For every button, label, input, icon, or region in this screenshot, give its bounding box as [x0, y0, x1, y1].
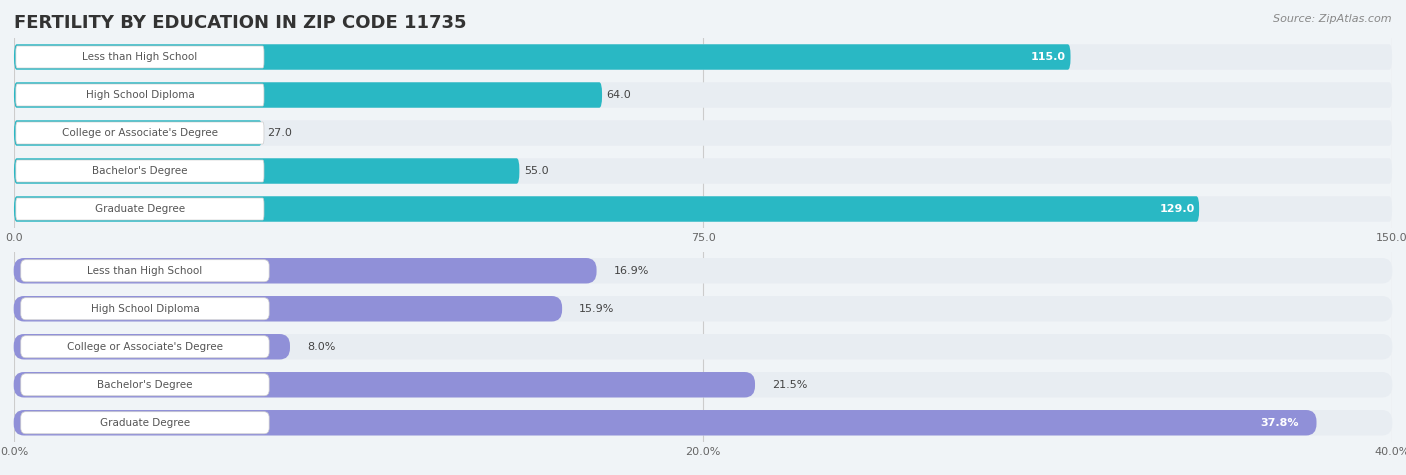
FancyBboxPatch shape: [14, 158, 519, 184]
Text: Graduate Degree: Graduate Degree: [100, 418, 190, 428]
Text: 129.0: 129.0: [1159, 204, 1195, 214]
FancyBboxPatch shape: [14, 44, 1392, 70]
FancyBboxPatch shape: [21, 336, 269, 358]
FancyBboxPatch shape: [14, 258, 596, 284]
FancyBboxPatch shape: [14, 82, 602, 108]
Text: 8.0%: 8.0%: [307, 342, 335, 352]
FancyBboxPatch shape: [14, 372, 755, 398]
Text: 64.0: 64.0: [606, 90, 631, 100]
FancyBboxPatch shape: [14, 196, 1392, 222]
FancyBboxPatch shape: [15, 122, 264, 144]
FancyBboxPatch shape: [21, 412, 269, 434]
FancyBboxPatch shape: [14, 410, 1392, 436]
FancyBboxPatch shape: [14, 296, 1392, 322]
Text: High School Diploma: High School Diploma: [90, 304, 200, 314]
FancyBboxPatch shape: [21, 260, 269, 282]
FancyBboxPatch shape: [21, 374, 269, 396]
FancyBboxPatch shape: [14, 44, 1070, 70]
Text: College or Associate's Degree: College or Associate's Degree: [62, 128, 218, 138]
FancyBboxPatch shape: [15, 84, 264, 106]
FancyBboxPatch shape: [14, 158, 1392, 184]
FancyBboxPatch shape: [14, 334, 290, 360]
Text: Bachelor's Degree: Bachelor's Degree: [93, 166, 187, 176]
FancyBboxPatch shape: [14, 82, 1392, 108]
Text: Source: ZipAtlas.com: Source: ZipAtlas.com: [1274, 14, 1392, 24]
FancyBboxPatch shape: [14, 372, 1392, 398]
FancyBboxPatch shape: [14, 258, 1392, 284]
Text: Less than High School: Less than High School: [83, 52, 197, 62]
Text: 55.0: 55.0: [524, 166, 548, 176]
Text: 15.9%: 15.9%: [579, 304, 614, 314]
FancyBboxPatch shape: [15, 46, 264, 68]
Text: Less than High School: Less than High School: [87, 266, 202, 276]
Text: High School Diploma: High School Diploma: [86, 90, 194, 100]
Text: 21.5%: 21.5%: [772, 380, 807, 390]
FancyBboxPatch shape: [14, 196, 1199, 222]
FancyBboxPatch shape: [14, 410, 1316, 436]
Text: College or Associate's Degree: College or Associate's Degree: [67, 342, 224, 352]
Text: 37.8%: 37.8%: [1260, 418, 1299, 428]
Text: 27.0: 27.0: [267, 128, 291, 138]
Text: Bachelor's Degree: Bachelor's Degree: [97, 380, 193, 390]
Text: 115.0: 115.0: [1031, 52, 1066, 62]
Text: 16.9%: 16.9%: [613, 266, 648, 276]
FancyBboxPatch shape: [14, 120, 1392, 146]
FancyBboxPatch shape: [14, 120, 262, 146]
Text: Graduate Degree: Graduate Degree: [94, 204, 186, 214]
Text: FERTILITY BY EDUCATION IN ZIP CODE 11735: FERTILITY BY EDUCATION IN ZIP CODE 11735: [14, 14, 467, 32]
FancyBboxPatch shape: [15, 198, 264, 220]
FancyBboxPatch shape: [21, 298, 269, 320]
FancyBboxPatch shape: [15, 160, 264, 182]
FancyBboxPatch shape: [14, 296, 562, 322]
FancyBboxPatch shape: [14, 334, 1392, 360]
